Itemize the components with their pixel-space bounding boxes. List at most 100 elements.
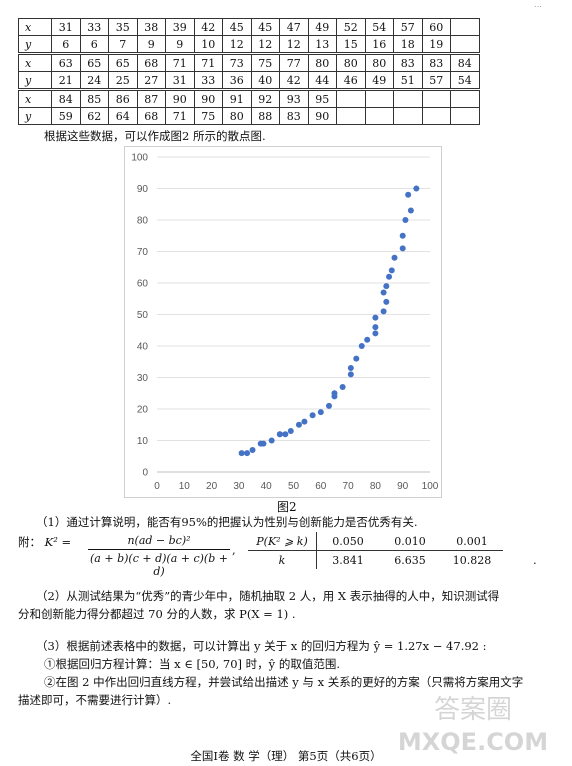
table-cell: 40 xyxy=(250,71,280,90)
question-3-sub-2-line-2: 描述即可，不需要进行计算）. xyxy=(18,693,172,707)
table-cell: 63 xyxy=(51,52,81,72)
table-cell: 49 xyxy=(307,18,337,36)
data-point xyxy=(364,336,371,343)
table-cell: 10 xyxy=(193,35,223,54)
data-point xyxy=(260,440,267,447)
table-cell: 71 xyxy=(165,107,195,125)
critical-k-cell: 10.828 xyxy=(452,553,492,567)
table-cell: 60 xyxy=(421,18,451,36)
table-row-x: x 63 65 65 68 71 71 73 75 77 80 80 80 83 83 84 xyxy=(18,52,480,72)
x-tick-label: 50 xyxy=(288,481,300,492)
table-cell: 77 xyxy=(279,52,309,72)
formula-label: 附： K² = xyxy=(18,534,71,550)
data-point xyxy=(399,232,406,239)
table-cell: 93 xyxy=(279,88,309,108)
table-cell: 35 xyxy=(108,18,138,36)
table-cell: 25 xyxy=(108,71,138,90)
table-cell: 85 xyxy=(79,88,109,108)
x-tick-label: 10 xyxy=(179,481,191,492)
table-cell: 6 xyxy=(79,35,109,54)
table-cell: 84 xyxy=(450,52,480,72)
critical-p-cell: 0.050 xyxy=(316,532,379,551)
table-cell: 52 xyxy=(336,18,366,36)
table-cell: 21 xyxy=(51,71,81,90)
header-text: … xyxy=(534,0,542,9)
table-cell: 90 xyxy=(307,107,337,125)
row-label-y: y xyxy=(18,107,52,125)
table-cell: 46 xyxy=(336,71,366,90)
table-cell: 88 xyxy=(250,107,280,125)
scatter-chart: 0 10 20 30 40 50 60 70 80 90 100 0 10 20 30 40 50 60 70 80 9… xyxy=(124,146,442,498)
x-tick-label: 70 xyxy=(343,481,355,492)
data-point xyxy=(276,431,283,438)
data-point xyxy=(372,314,379,321)
table-cell: 54 xyxy=(364,18,394,36)
critical-value-table: P(K² ⩾ k) 0.050 0.010 0.001 k 3.841 6.63… xyxy=(248,532,503,569)
table-row-x: x 84 85 86 87 90 90 91 92 93 95 xyxy=(18,88,480,108)
table-cell: 27 xyxy=(136,71,166,90)
y-tick-label: 0 xyxy=(142,468,148,479)
row-label-x: x xyxy=(18,88,52,108)
question-2-line-1: （2）从测试结果为“优秀”的青少年中，随机抽取 2 人，用 X 表示抽得的人中，… xyxy=(36,589,500,603)
watermark-top-text: 答案圈 xyxy=(434,695,512,725)
data-point xyxy=(331,390,338,397)
question-1: （1）通过计算说明，能否有95%的把握认为性别与创新能力是否优秀有关. xyxy=(36,515,418,529)
table-cell: 57 xyxy=(393,18,423,36)
data-point xyxy=(268,437,275,444)
data-point xyxy=(282,431,289,438)
data-point xyxy=(391,254,398,261)
data-point xyxy=(249,446,256,453)
critical-k-cell: 3.841 xyxy=(332,553,364,567)
critical-p-cell: 0.001 xyxy=(441,532,503,551)
table-cell xyxy=(393,88,423,108)
table-cell: 83 xyxy=(393,52,423,72)
table-cell xyxy=(450,35,480,54)
x-tick-label: 20 xyxy=(206,481,218,492)
row-label-y: y xyxy=(18,71,52,90)
table-cell xyxy=(450,88,480,108)
table-cell: 90 xyxy=(165,88,195,108)
table-cell: 45 xyxy=(250,18,280,36)
table-cell: 19 xyxy=(421,35,451,54)
table-cell: 80 xyxy=(307,52,337,72)
table-cell: 68 xyxy=(136,107,166,125)
fraction-numerator: n(ad − bc)² xyxy=(88,534,230,550)
table-cell: 44 xyxy=(307,71,337,90)
y-tick-label: 80 xyxy=(137,216,149,227)
critical-k-cell: 6.635 xyxy=(394,553,426,567)
x-tick-label: 90 xyxy=(397,481,409,492)
table-row-y: y 59 62 64 68 71 75 80 88 83 90 xyxy=(18,107,480,125)
table-cell: 91 xyxy=(222,88,252,108)
table-cell: 36 xyxy=(222,71,252,90)
table-row-y: y 21 24 25 27 31 33 36 40 42 44 46 49 51 57 54 xyxy=(18,71,480,90)
critical-table-header-k: k xyxy=(248,550,317,569)
table-cell: 57 xyxy=(421,71,451,90)
row-label-x: x xyxy=(18,18,52,36)
x-tick-label: 30 xyxy=(233,481,245,492)
table-cell: 15 xyxy=(336,35,366,54)
table-cell: 38 xyxy=(136,18,166,36)
critical-p-cell: 0.010 xyxy=(379,532,441,551)
data-point xyxy=(287,428,294,435)
data-point xyxy=(347,365,354,372)
question-2-line-2: 分和创新能力得分都超过 70 分的人数，求 P(X = 1) . xyxy=(18,607,296,621)
table-cell xyxy=(336,88,366,108)
data-point xyxy=(407,207,414,214)
table-cell xyxy=(336,107,366,125)
table-cell: 80 xyxy=(336,52,366,72)
k2-fraction: n(ad − bc)² (a + b)(c + d)(a + c)(b + d) xyxy=(88,534,230,578)
table-cell: 68 xyxy=(136,52,166,72)
table-cell: 31 xyxy=(51,18,81,36)
table-cell: 83 xyxy=(279,107,309,125)
data-point xyxy=(413,185,420,192)
table-cell xyxy=(393,107,423,125)
y-tick-label: 60 xyxy=(137,279,149,290)
question-3: （3）根据前述表格中的数据，可以计算出 y 关于 x 的回归方程为 ŷ = 1.… xyxy=(36,639,487,653)
table-cell: 45 xyxy=(222,18,252,36)
table-cell: 95 xyxy=(307,88,337,108)
y-tick-label: 40 xyxy=(137,342,149,353)
critical-table-tail: . xyxy=(533,553,537,567)
data-point xyxy=(339,383,346,390)
x-tick-label: 40 xyxy=(261,481,273,492)
table-cell: 65 xyxy=(108,52,138,72)
